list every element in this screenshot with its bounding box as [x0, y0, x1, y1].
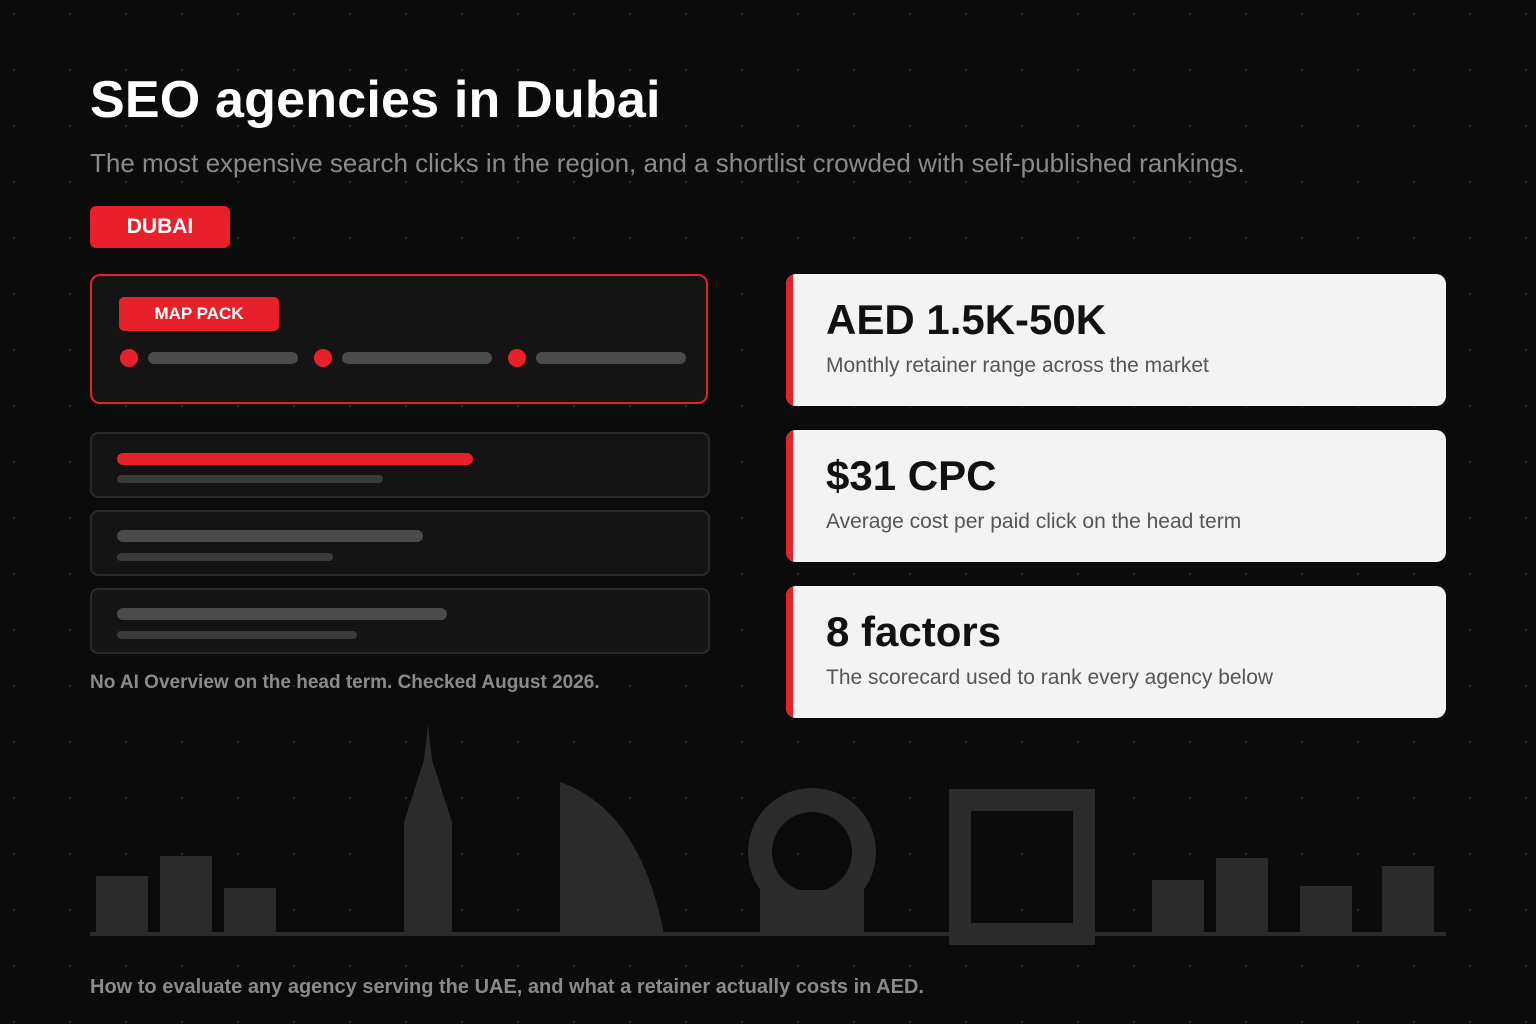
skyline-building [224, 888, 276, 934]
stat-accent-bar [786, 274, 793, 406]
stat-card-cpc: $31 CPC Average cost per paid click on t… [786, 430, 1446, 562]
ring-base-shape [760, 890, 864, 934]
skyline-building [1382, 866, 1434, 934]
stat-label: The scorecard used to rank every agency … [826, 666, 1274, 689]
stat-label: Monthly retainer range across the market [826, 354, 1209, 377]
stat-label: Average cost per paid click on the head … [826, 510, 1242, 533]
map-pack-card: MAP PACK [90, 274, 708, 404]
page-title: SEO agencies in Dubai [90, 71, 661, 129]
result-title-placeholder [117, 608, 447, 620]
skyline-building [96, 876, 148, 934]
map-listing-placeholder [148, 352, 298, 364]
skyline-building [1300, 886, 1352, 934]
map-listing-placeholder [342, 352, 492, 364]
city-badge: DUBAI [90, 206, 230, 248]
dubai-frame-shape [949, 789, 1095, 945]
result-snippet-placeholder [117, 553, 333, 561]
skyline-building [1152, 880, 1204, 934]
skyline-building [160, 856, 212, 934]
skyline-building [1216, 858, 1268, 934]
organic-result-card [90, 510, 710, 576]
stat-value: 8 factors [826, 608, 1002, 655]
result-title-placeholder [117, 530, 423, 542]
skyline-ground-line [90, 932, 1446, 936]
map-pin-icon [508, 349, 526, 367]
stat-card-retainer: AED 1.5K-50K Monthly retainer range acro… [786, 274, 1446, 406]
footer-text: How to evaluate any agency serving the U… [90, 976, 924, 998]
page-subtitle: The most expensive search clicks in the … [90, 148, 1245, 178]
map-pin-icon [314, 349, 332, 367]
organic-result-card [90, 432, 710, 498]
result-snippet-placeholder [117, 475, 383, 483]
stat-value: AED 1.5K-50K [826, 296, 1107, 343]
map-listing-placeholder [536, 352, 686, 364]
serp-note: No AI Overview on the head term. Checked… [90, 672, 600, 693]
burj-al-arab-shape [560, 782, 664, 934]
result-title-placeholder [117, 453, 473, 465]
stat-card-factors: 8 factors The scorecard used to rank eve… [786, 586, 1446, 718]
dubai-ring-shape [748, 788, 876, 916]
map-pin-icon [120, 349, 138, 367]
stat-accent-bar [786, 430, 793, 562]
map-pack-badge: MAP PACK [119, 297, 279, 331]
stat-accent-bar [786, 586, 793, 718]
result-snippet-placeholder [117, 631, 357, 639]
organic-result-card [90, 588, 710, 654]
stat-value: $31 CPC [826, 452, 997, 499]
burj-khalifa-shape [404, 724, 452, 934]
dubai-skyline-illustration [90, 724, 1446, 945]
